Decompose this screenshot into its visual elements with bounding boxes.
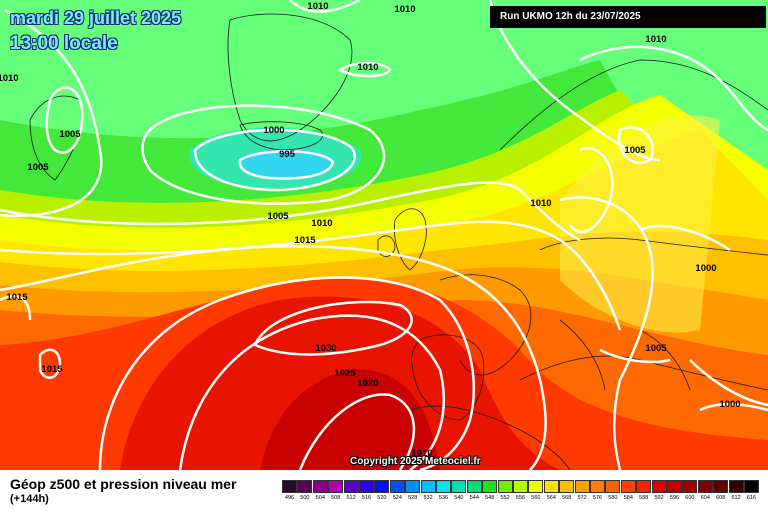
legend-swatch bbox=[728, 480, 744, 493]
isobars bbox=[0, 0, 768, 470]
legend-swatch bbox=[543, 480, 559, 493]
legend-label: 604 bbox=[700, 495, 710, 501]
isobar-label: 1010 bbox=[530, 198, 551, 209]
isobar-label: 1005 bbox=[645, 343, 667, 354]
legend-swatch bbox=[697, 480, 713, 493]
legend-label: 592 bbox=[654, 495, 664, 501]
legend-swatch bbox=[436, 480, 451, 493]
legend-label: 584 bbox=[623, 495, 633, 501]
copyright-text: Copyright 2025 Meteociel.fr bbox=[350, 456, 481, 467]
legend-swatch bbox=[667, 480, 682, 493]
legend-label: 536 bbox=[438, 495, 449, 501]
legend-swatch bbox=[282, 480, 297, 493]
legend-swatch bbox=[497, 480, 513, 493]
legend-swatch bbox=[374, 480, 390, 493]
run-info-box: Run UKMO 12h du 23/07/2025 bbox=[490, 6, 766, 28]
isobar-label: 1015 bbox=[41, 364, 63, 375]
legend-label: 564 bbox=[546, 495, 556, 501]
legend-label: 508 bbox=[331, 495, 341, 501]
legend-swatch bbox=[744, 480, 759, 493]
isobar-label: 1000 bbox=[695, 263, 716, 274]
legend-label: 540 bbox=[454, 495, 464, 501]
band-yellow-east bbox=[560, 115, 720, 333]
legend-label: 612 bbox=[731, 495, 741, 501]
legend-label: 608 bbox=[716, 495, 726, 501]
isobar-label: 1010 bbox=[0, 73, 19, 84]
legend-label: 560 bbox=[531, 495, 541, 501]
legend-swatch bbox=[389, 480, 405, 493]
legend-swatch bbox=[636, 480, 652, 493]
legend-swatch bbox=[466, 480, 482, 493]
legend-swatch bbox=[405, 480, 421, 493]
legend-label: 600 bbox=[685, 495, 695, 501]
isobar-label: 1030 bbox=[315, 343, 336, 354]
isobar-label: 1000 bbox=[263, 125, 284, 136]
isobar-label: 1010 bbox=[394, 4, 415, 15]
isobar-label: 1015 bbox=[6, 292, 28, 303]
legend-swatch bbox=[420, 480, 436, 493]
legend-label: 616 bbox=[746, 495, 757, 501]
footer: Géop z500 et pression niveau mer (+144h)… bbox=[0, 470, 768, 512]
legend-swatch bbox=[713, 480, 729, 493]
legend-swatch bbox=[620, 480, 636, 493]
legend-label: 572 bbox=[577, 495, 587, 501]
legend-label: 552 bbox=[500, 495, 510, 501]
weather-map: 1010 1010 1010 1010 1010 1005 1005 1000 … bbox=[0, 0, 768, 470]
band-dark-red bbox=[260, 369, 440, 470]
legend-label: 556 bbox=[515, 495, 526, 501]
band-cyan bbox=[239, 148, 335, 179]
legend-label: 500 bbox=[300, 495, 310, 501]
legend-label: 588 bbox=[639, 495, 649, 501]
legend-label: 532 bbox=[423, 495, 433, 501]
legend-label: 548 bbox=[485, 495, 495, 501]
band-yellowgreen bbox=[0, 90, 690, 247]
legend-swatch bbox=[590, 480, 605, 493]
legend-swatch bbox=[312, 480, 328, 493]
legend-swatch bbox=[328, 480, 344, 493]
map-canvas: 1010 1010 1010 1010 1010 1005 1005 1000 … bbox=[0, 0, 768, 470]
legend-label: 512 bbox=[346, 495, 356, 501]
legend-label: 596 bbox=[669, 495, 680, 501]
isobar-label: 1005 bbox=[27, 162, 49, 173]
isobar-label: 1015 bbox=[294, 235, 316, 246]
isobar-label: 1010 bbox=[311, 218, 332, 229]
legend-label: 576 bbox=[592, 495, 603, 501]
forecast-time: 13:00 locale bbox=[10, 33, 118, 54]
legend-swatch bbox=[682, 480, 698, 493]
legend-swatch bbox=[297, 480, 313, 493]
legend-label: 496 bbox=[284, 495, 295, 501]
legend-swatch bbox=[513, 480, 528, 493]
map-subtitle: (+144h) bbox=[10, 493, 49, 505]
isobar-label: 1020 bbox=[357, 378, 378, 389]
legend-swatch bbox=[343, 480, 359, 493]
isobar-label: 1010 bbox=[645, 34, 666, 45]
legend-label: 504 bbox=[315, 495, 325, 501]
legend-label: 524 bbox=[392, 495, 402, 501]
legend-label: 568 bbox=[562, 495, 572, 501]
isobar-label: 1010 bbox=[357, 62, 378, 73]
isobar-label: 1005 bbox=[624, 145, 646, 156]
legend-label: 516 bbox=[361, 495, 372, 501]
isobar-label: 1010 bbox=[411, 448, 432, 459]
isobar-label: 1025 bbox=[334, 368, 356, 379]
legend-swatch bbox=[528, 480, 544, 493]
legend-swatch bbox=[359, 480, 374, 493]
isobar-label: 1000 bbox=[719, 399, 740, 410]
legend-label: 520 bbox=[377, 495, 387, 501]
legend-label: 580 bbox=[608, 495, 618, 501]
isobar-label: 1005 bbox=[59, 129, 81, 140]
legend-swatch bbox=[651, 480, 667, 493]
isobar-label: 995 bbox=[279, 149, 296, 160]
legend-swatch bbox=[574, 480, 590, 493]
isobar-label: 1010 bbox=[307, 1, 328, 12]
legend-swatch bbox=[482, 480, 498, 493]
legend-swatch bbox=[605, 480, 621, 493]
legend-label: 528 bbox=[408, 495, 418, 501]
legend-swatch bbox=[559, 480, 575, 493]
map-title: Géop z500 et pression niveau mer bbox=[10, 476, 237, 492]
isobar-label: 1005 bbox=[267, 211, 289, 222]
forecast-date: mardi 29 juillet 2025 bbox=[10, 8, 182, 28]
legend-label: 544 bbox=[469, 495, 479, 501]
legend-swatch bbox=[451, 480, 467, 493]
